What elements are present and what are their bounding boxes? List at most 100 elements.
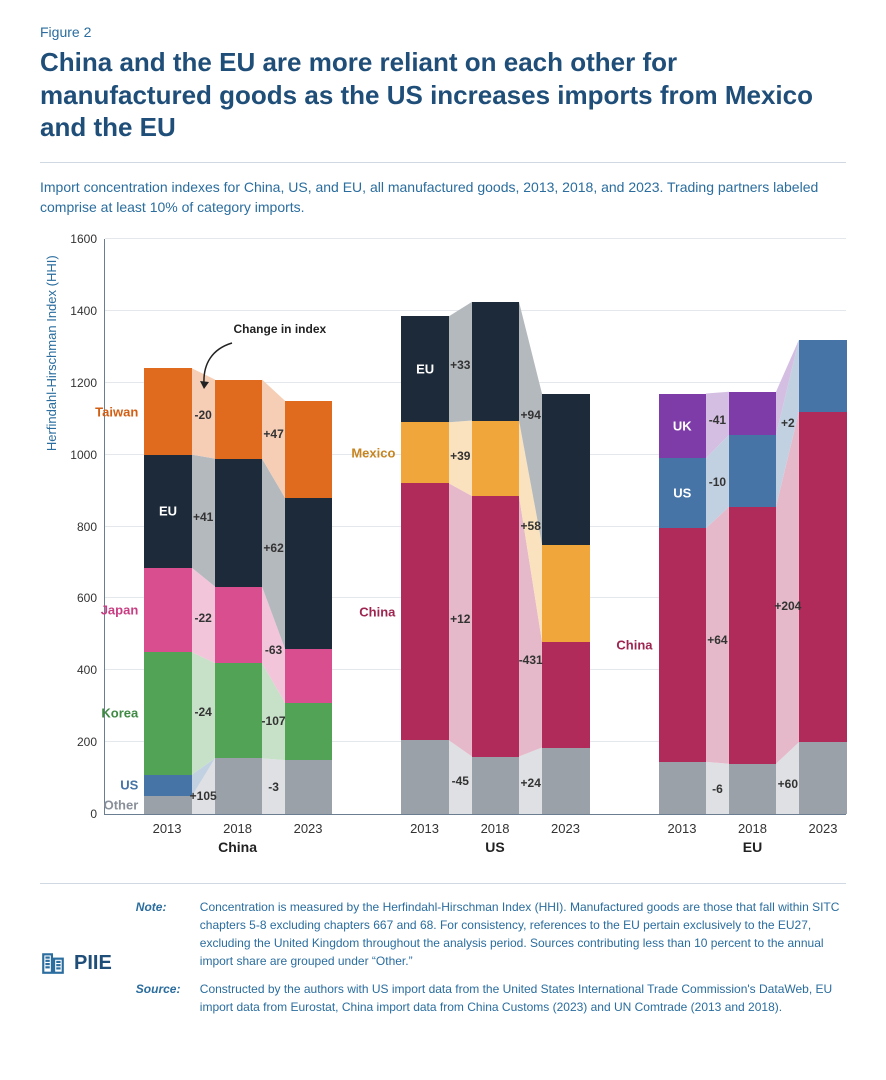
series-label: China bbox=[359, 604, 401, 619]
bar-segment bbox=[729, 764, 776, 814]
delta-label: +94 bbox=[521, 408, 541, 422]
bar-segment bbox=[285, 703, 332, 761]
bar-segment bbox=[215, 663, 262, 758]
series-label: China bbox=[616, 638, 658, 653]
year-label: 2023 bbox=[551, 821, 580, 836]
delta-label: -10 bbox=[709, 475, 726, 489]
y-axis-label: Herfindahl-Hirschman Index (HHI) bbox=[44, 255, 59, 451]
series-label: EU bbox=[159, 504, 177, 519]
arrow-icon bbox=[197, 334, 247, 394]
bar-segment bbox=[729, 392, 776, 435]
bar-segment bbox=[472, 421, 519, 496]
bar-segment bbox=[472, 302, 519, 421]
year-label: 2013 bbox=[410, 821, 439, 836]
figure-footer: PIIE Note: Concentration is measured by … bbox=[40, 883, 846, 1026]
figure-page: Figure 2 China and the EU are more relia… bbox=[0, 0, 886, 1066]
figure-subtitle: Import concentration indexes for China, … bbox=[40, 177, 846, 218]
bar-segment bbox=[144, 796, 191, 814]
y-tick-label: 1400 bbox=[70, 304, 105, 318]
delta-label: -107 bbox=[262, 714, 286, 728]
bar-segment bbox=[215, 758, 262, 814]
source-label: Source: bbox=[136, 980, 190, 1016]
delta-label: -431 bbox=[519, 653, 543, 667]
bar-segment bbox=[472, 496, 519, 757]
series-label: Japan bbox=[101, 603, 145, 618]
y-tick-label: 1600 bbox=[70, 232, 105, 246]
bar bbox=[729, 239, 776, 814]
series-label: UK bbox=[673, 418, 692, 433]
delta-label: -24 bbox=[195, 705, 212, 719]
bar-segment bbox=[799, 742, 846, 814]
delta-label: +64 bbox=[707, 633, 727, 647]
delta-label: -41 bbox=[709, 413, 726, 427]
delta-label: +47 bbox=[263, 427, 283, 441]
footer-notes: Note: Concentration is measured by the H… bbox=[136, 898, 846, 1026]
delta-label: +24 bbox=[521, 776, 541, 790]
year-label: 2018 bbox=[223, 821, 252, 836]
delta-label: +41 bbox=[193, 510, 213, 524]
connector bbox=[449, 239, 472, 814]
delta-label: +33 bbox=[450, 358, 470, 372]
bar-segment bbox=[542, 642, 589, 748]
year-label: 2018 bbox=[481, 821, 510, 836]
bar-segment bbox=[285, 498, 332, 649]
group-label: EU bbox=[743, 839, 762, 855]
figure-label: Figure 2 bbox=[40, 24, 846, 40]
connector bbox=[776, 239, 799, 814]
delta-label: -63 bbox=[265, 643, 282, 657]
bar-segment bbox=[215, 459, 262, 587]
bar-segment bbox=[799, 340, 846, 412]
year-label: 2023 bbox=[809, 821, 838, 836]
building-icon bbox=[40, 950, 66, 976]
connector bbox=[706, 239, 729, 814]
delta-label: -6 bbox=[712, 782, 723, 796]
group-label: China bbox=[218, 839, 257, 855]
delta-label: +62 bbox=[263, 541, 283, 555]
note-label: Note: bbox=[136, 898, 190, 970]
delta-label: -45 bbox=[452, 774, 469, 788]
delta-label: +58 bbox=[521, 519, 541, 533]
bar-segment bbox=[542, 545, 589, 642]
delta-label: +60 bbox=[778, 777, 798, 791]
bar-segment bbox=[659, 762, 706, 814]
chart: Herfindahl-Hirschman Index (HHI) 0200400… bbox=[60, 239, 846, 859]
delta-label: +105 bbox=[190, 789, 217, 803]
bar-segment bbox=[144, 775, 191, 797]
piie-logo: PIIE bbox=[40, 898, 112, 1026]
series-label: EU bbox=[416, 362, 434, 377]
bar-segment bbox=[401, 422, 448, 483]
series-label: US bbox=[120, 778, 144, 793]
bar bbox=[144, 239, 191, 814]
y-tick-label: 1000 bbox=[70, 448, 105, 462]
bar-segment bbox=[215, 587, 262, 664]
divider-bottom bbox=[40, 883, 846, 884]
year-label: 2013 bbox=[153, 821, 182, 836]
delta-label: +204 bbox=[774, 599, 801, 613]
series-label: Mexico bbox=[351, 445, 401, 460]
delta-label: -22 bbox=[195, 611, 212, 625]
delta-label: +2 bbox=[781, 416, 795, 430]
series-label: Taiwan bbox=[95, 404, 144, 419]
year-label: 2018 bbox=[738, 821, 767, 836]
bar-segment bbox=[542, 394, 589, 545]
bar-segment bbox=[144, 368, 191, 454]
source-text: Constructed by the authors with US impor… bbox=[200, 980, 846, 1016]
bar bbox=[659, 239, 706, 814]
bar bbox=[472, 239, 519, 814]
series-label: US bbox=[673, 486, 691, 501]
y-tick-label: 800 bbox=[77, 520, 105, 534]
bar-segment bbox=[144, 652, 191, 774]
bar-segment bbox=[285, 401, 332, 498]
bar bbox=[401, 239, 448, 814]
y-tick-label: 1200 bbox=[70, 376, 105, 390]
y-tick-label: 200 bbox=[77, 735, 105, 749]
figure-title: China and the EU are more reliant on eac… bbox=[40, 46, 846, 144]
bar-segment bbox=[401, 483, 448, 740]
bar-segment bbox=[401, 740, 448, 814]
connector bbox=[192, 239, 215, 814]
delta-label: +39 bbox=[450, 449, 470, 463]
bar-segment bbox=[472, 757, 519, 815]
bar-segment bbox=[542, 748, 589, 814]
delta-label: +12 bbox=[450, 612, 470, 626]
year-label: 2023 bbox=[294, 821, 323, 836]
